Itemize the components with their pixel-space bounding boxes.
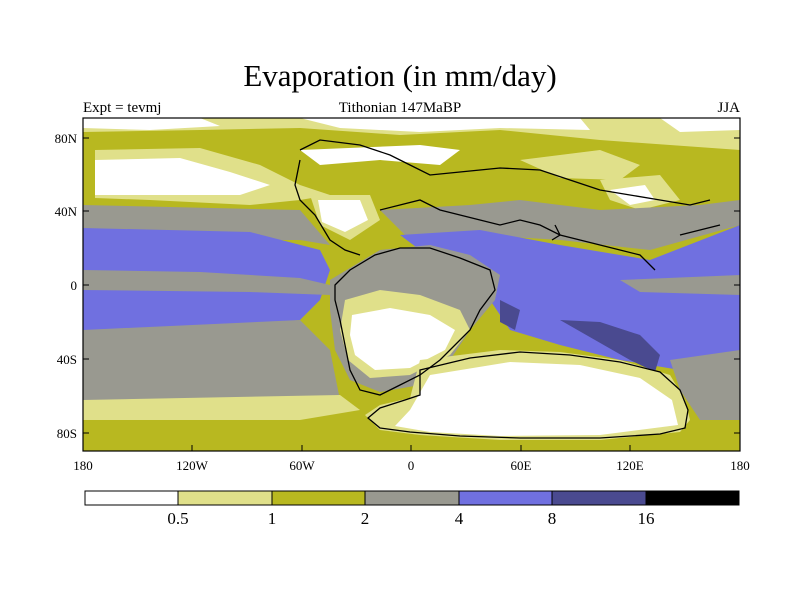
colorbar-swatch [271, 490, 366, 506]
x-tick-label: 60E [511, 458, 532, 473]
field-darkblue-b [560, 320, 660, 372]
x-tick-label: 180 [730, 458, 750, 473]
colorbar [84, 490, 740, 506]
colorbar-swatch [364, 490, 460, 506]
coastlines [294, 139, 721, 439]
season-label: JJA [717, 100, 740, 116]
x-tick-label: 0 [408, 458, 415, 473]
field-blue-tethys [400, 225, 740, 370]
field-gray-equator [83, 270, 330, 295]
colorbar-swatch [645, 490, 740, 506]
x-tick-label: 120E [616, 458, 644, 473]
period-label: Tithonian 147MaBP [338, 100, 462, 116]
colorbar-swatch [177, 490, 273, 506]
colorbar-label: 4 [455, 509, 464, 528]
x-tick-label: 180 [73, 458, 93, 473]
x-tick-label: 120W [176, 458, 209, 473]
y-tick-label: 80S [57, 426, 77, 441]
field-olive-band [370, 440, 740, 451]
field-gray-sh-east [670, 350, 740, 420]
y-tick-label: 40S [57, 352, 77, 367]
field-arctic-white-a [83, 118, 220, 130]
x-tick-label: 60W [289, 458, 315, 473]
y-tick-marks [83, 137, 740, 434]
colorbar-label: 2 [361, 509, 370, 528]
field-white-n-america [318, 200, 368, 232]
field-gray-equator-east [620, 275, 740, 295]
field-light-asia [520, 150, 640, 180]
field-gray-tethys [380, 200, 740, 250]
field-light-sh [83, 395, 360, 420]
field-darkblue-a [500, 300, 520, 330]
field-arctic-white-b [300, 118, 590, 132]
field-arctic-white-c [660, 118, 740, 132]
colorbar-label: 1 [268, 509, 277, 528]
field-white-gondwana [350, 308, 455, 370]
y-tick-label: 0 [71, 278, 78, 293]
map-title: Evaporation (in mm/day) [243, 58, 557, 93]
field-white-antarctica [395, 362, 678, 436]
colorbar-label: 8 [548, 509, 557, 528]
field-gray-sh-pacific [83, 320, 340, 400]
y-tick-label: 80N [55, 131, 78, 146]
colorbar-swatch [551, 490, 647, 506]
field-white-north-mid [300, 145, 460, 165]
colorbar-swatch [84, 490, 179, 506]
x-tick-marks [82, 445, 741, 451]
colorbar-label: 0.5 [167, 509, 188, 528]
colorbar-label: 16 [638, 509, 655, 528]
colorbar-swatch [458, 490, 553, 506]
map-field [83, 118, 740, 451]
field-nh-white [95, 158, 270, 195]
y-tick-label: 40N [55, 204, 78, 219]
experiment-label: Expt = tevmj [83, 100, 162, 116]
